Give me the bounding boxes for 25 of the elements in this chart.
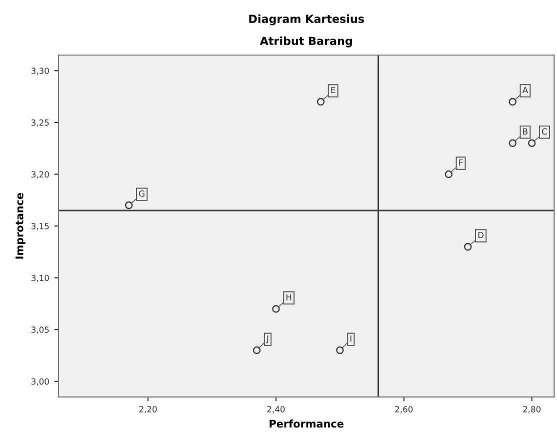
y-tick-label: 3,20: [32, 171, 49, 178]
x-tick-label: 2,80: [523, 406, 541, 414]
y-tick-label: 3,15: [32, 222, 49, 230]
annotation: I: [350, 336, 352, 342]
y-tick-label: 3,25: [32, 119, 49, 127]
annotation: B: [523, 128, 528, 134]
annotation: C: [542, 128, 547, 135]
chart-subtitle: Atribut Barang: [260, 36, 352, 48]
annotation: J: [266, 336, 268, 344]
x-axis-title: Performance: [270, 420, 344, 428]
y-tick-label: 3,05: [32, 326, 49, 334]
y-tick-label: 3,00: [32, 378, 49, 386]
annotation: H: [286, 294, 292, 300]
x-tick-label: 2,20: [139, 406, 157, 414]
annotation: E: [331, 86, 336, 94]
y-tick-label: 3,10: [32, 274, 49, 282]
annotation: F: [459, 159, 463, 166]
annotation: D: [478, 232, 484, 238]
annotation: G: [139, 190, 144, 197]
y-tick-label: 3,30: [32, 68, 49, 75]
annotation: A: [522, 86, 528, 94]
chart-title: Diagram Kartesius: [249, 14, 364, 26]
y-axis-title: Improtance: [16, 192, 26, 259]
x-tick-label: 2,40: [267, 406, 285, 414]
x-tick-label: 2,60: [395, 406, 413, 414]
